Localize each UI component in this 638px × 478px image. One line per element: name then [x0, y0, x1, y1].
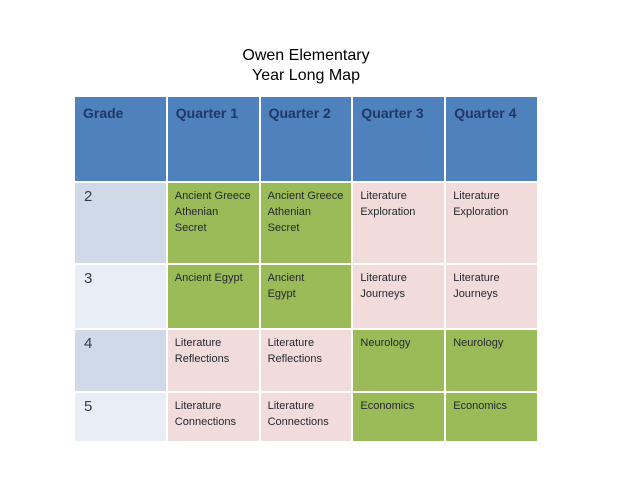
subject-cell-grade3-q2: Ancient Egypt — [260, 265, 352, 328]
subject-cell-grade5-q1: Literature Connections — [167, 393, 259, 441]
subject-cell-grade2-q1: Ancient Greece Athenian Secret — [167, 183, 259, 263]
header-cell-grade: Grade — [75, 97, 166, 181]
header-cell-quarter-2: Quarter 2 — [260, 97, 352, 181]
subject-cell-grade3-q3: Literature Journeys — [353, 265, 445, 328]
grade-cell-2: 2 — [75, 183, 166, 263]
grade-cell-3: 3 — [75, 265, 166, 328]
title-line-1: Owen Elementary — [242, 47, 370, 64]
header-cell-quarter-4: Quarter 4 — [446, 97, 537, 181]
subject-cell-grade4-q4: Neurology — [446, 330, 537, 391]
subject-cell-grade4-q1: Literature Reflections — [167, 330, 259, 391]
subject-cell-grade5-q2: Literature Connections — [260, 393, 352, 441]
grade-cell-5: 5 — [75, 393, 166, 441]
header-cell-quarter-3: Quarter 3 — [353, 97, 445, 181]
subject-cell-grade3-q4: Literature Journeys — [446, 265, 537, 328]
subject-cell-grade2-q2: Ancient Greece Athenian Secret — [260, 183, 352, 263]
year-long-map-table: Grade Quarter 1 Quarter 2 Quarter 3 Quar… — [75, 97, 537, 441]
subject-cell-grade2-q4: Literature Exploration — [446, 183, 537, 263]
subject-cell-grade5-q3: Economics — [353, 393, 445, 441]
subject-cell-grade4-q3: Neurology — [353, 330, 445, 391]
subject-cell-grade2-q3: Literature Exploration — [353, 183, 445, 263]
grade-cell-4: 4 — [75, 330, 166, 391]
subject-cell-grade5-q4: Economics — [446, 393, 537, 441]
subject-cell-grade3-q1: Ancient Egypt — [167, 265, 259, 328]
title-line-2: Year Long Map — [252, 67, 360, 84]
page-title: Owen Elementary Year Long Map — [75, 46, 537, 86]
header-cell-quarter-1: Quarter 1 — [167, 97, 259, 181]
subject-cell-grade4-q2: Literature Reflections — [260, 330, 352, 391]
